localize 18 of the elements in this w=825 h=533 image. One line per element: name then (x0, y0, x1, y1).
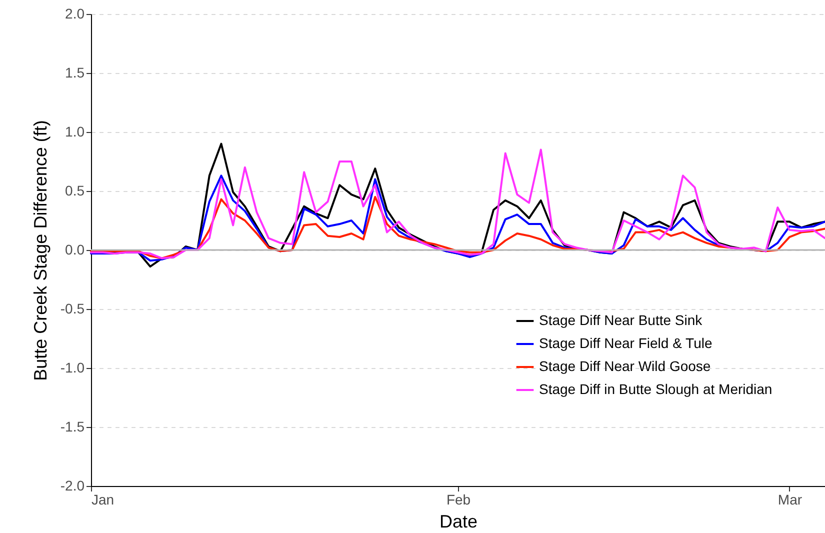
legend-label: Stage Diff Near Butte Sink (539, 312, 704, 328)
y-tick-label: 0.0 (65, 242, 85, 258)
legend-label: Stage Diff in Butte Slough at Meridian (539, 381, 772, 397)
y-tick-label: 2.0 (65, 6, 85, 22)
y-tick-label: -2.0 (60, 478, 85, 494)
x-tick-label: Mar (778, 492, 802, 508)
x-tick-label: Jan (92, 492, 114, 508)
y-tick-label: -0.5 (60, 300, 85, 316)
legend-label: Stage Diff Near Field & Tule (539, 335, 712, 351)
x-axis-title: Date (439, 512, 478, 532)
y-tick-label: 1.0 (65, 124, 85, 140)
y-tick-label: -1.0 (60, 360, 85, 376)
y-axis-title: Butte Creek Stage Difference (ft) (30, 120, 50, 381)
x-tick-label: Feb (446, 492, 471, 508)
y-tick-label: -1.5 (60, 418, 85, 434)
y-tick-label: 1.5 (65, 64, 85, 80)
legend-label: Stage Diff Near Wild Goose (539, 358, 711, 374)
y-tick-label: 0.5 (65, 182, 85, 198)
